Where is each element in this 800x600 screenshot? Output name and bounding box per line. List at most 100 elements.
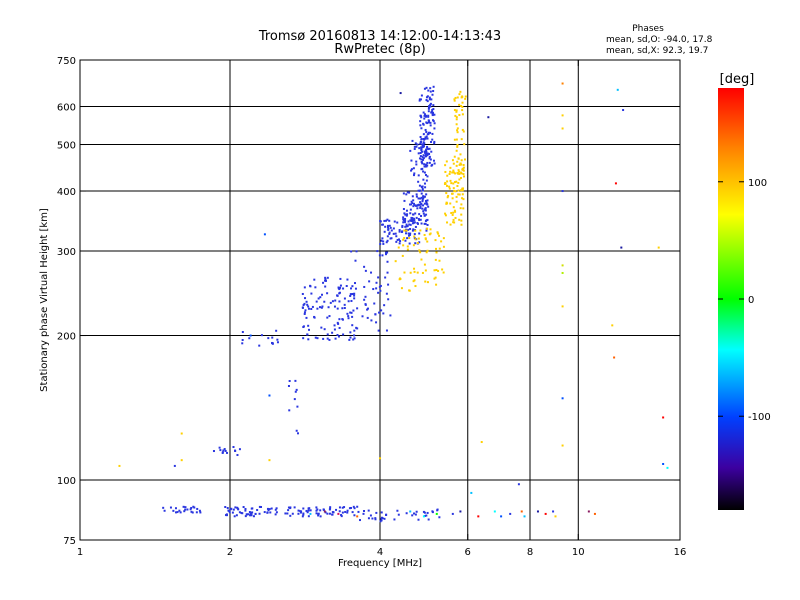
data-point [301,292,304,295]
data-point [237,508,240,511]
data-point [455,116,458,119]
data-point [421,162,424,165]
data-point [392,227,395,230]
data-point [375,321,378,324]
data-point [315,512,318,515]
data-point [417,180,420,183]
data-point [426,161,429,164]
data-point [419,218,422,221]
data-point [431,138,434,141]
data-point [331,513,334,516]
data-point [224,449,227,452]
data-point [458,193,461,196]
data-point [425,193,428,196]
data-point [319,296,322,299]
data-point [320,326,323,329]
data-point [305,316,308,319]
data-point [432,90,435,93]
data-point [344,510,347,513]
data-point [267,337,270,340]
data-point [338,510,341,513]
data-point [299,510,302,513]
data-point [413,267,416,270]
data-point [336,307,339,310]
data-point [428,161,431,164]
data-point [424,128,427,131]
data-point [423,171,426,174]
data-point [182,505,185,508]
data-point [418,189,421,192]
data-point [415,204,418,207]
data-point [254,512,257,515]
data-point [314,336,317,339]
data-point [266,507,269,510]
data-point [425,163,428,166]
data-point [453,155,456,158]
data-point [379,284,382,287]
data-point [412,213,415,216]
data-point [374,518,377,521]
data-point [324,285,327,288]
data-point [408,234,411,237]
data-point [337,335,340,338]
data-point [288,409,291,412]
data-point [377,276,380,279]
data-point [410,168,413,171]
data-point [319,509,322,512]
data-point [452,221,455,224]
data-point [425,229,428,232]
data-point [346,511,349,514]
data-point [422,204,425,207]
y-axis-label: Stationary phase Virtual Height [km] [39,208,50,392]
data-point [363,285,366,288]
x-axis-ticks: 1 2 4 6 8 10 16 [77,60,686,558]
data-point [444,181,447,184]
data-point [386,251,389,254]
data-point [411,219,414,222]
x-axis-label: Frequency [MHz] [338,558,422,569]
data-point [353,334,356,337]
data-point [388,219,391,222]
data-point [380,519,383,522]
data-point [260,505,263,508]
data-point [420,192,423,195]
data-point [456,129,459,132]
data-point [324,279,327,282]
data-point [371,517,374,520]
data-point [420,258,423,261]
data-point [452,162,455,165]
data-point [245,513,248,516]
data-point [456,145,459,148]
data-point [418,184,421,187]
data-point [421,271,424,274]
data-point [425,99,428,102]
data-point [414,242,417,245]
data-point [416,222,419,225]
data-point [274,508,277,511]
data-point [409,223,412,226]
data-point [437,269,440,272]
data-point [387,298,390,301]
data-point [413,217,416,220]
data-point [455,180,458,183]
data-point [426,223,429,226]
data-point [302,304,305,307]
data-point [448,185,451,188]
data-point [317,297,320,300]
data-point [452,182,455,185]
data-point [350,311,353,314]
data-point [414,285,417,288]
data-point [435,268,438,271]
data-point [419,142,422,145]
data-point [445,160,448,163]
data-point [405,512,408,515]
data-point [394,232,397,235]
data-point [248,511,251,514]
data-point [347,315,350,318]
data-point [459,90,462,93]
data-point [662,462,665,465]
data-point [179,511,182,514]
data-point [427,148,430,151]
data-point [386,235,389,238]
